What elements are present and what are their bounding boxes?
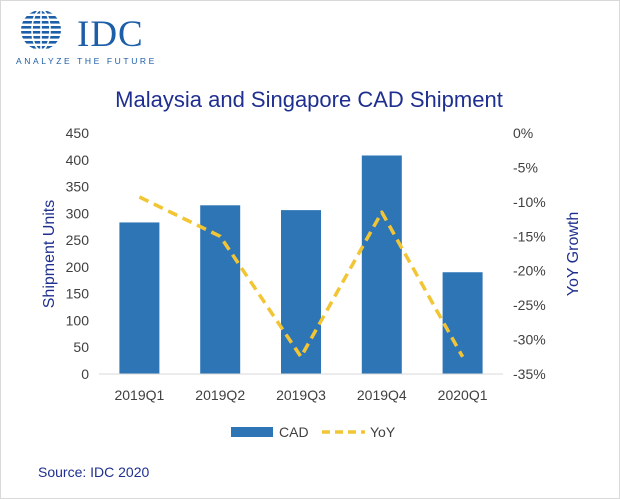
right-tick-label: -35% <box>513 366 546 382</box>
left-tick-label: 150 <box>66 286 90 302</box>
right-axis-title: YoY Growth <box>565 212 582 297</box>
right-tick-label: -20% <box>513 263 546 279</box>
bar-2019q4 <box>361 155 402 374</box>
right-tick-label: -30% <box>513 332 546 348</box>
left-tick-label: 250 <box>66 232 90 248</box>
right-axis-ticks: 0% -5% -10% -15% -20% -25% -30% -35% <box>513 125 546 382</box>
right-tick-label: -15% <box>513 228 546 244</box>
left-tick-label: 0 <box>81 366 89 382</box>
right-tick-label: -10% <box>513 194 546 210</box>
bar-2020q1 <box>442 272 483 374</box>
legend-label-cad: CAD <box>279 424 309 440</box>
right-tick-label: -25% <box>513 297 546 313</box>
logo-tagline: ANALYZE THE FUTURE <box>16 56 157 66</box>
bar-2019q2 <box>200 205 241 374</box>
bar-series <box>119 155 483 374</box>
right-tick-label: -5% <box>513 159 538 175</box>
right-tick-label: 0% <box>513 125 533 141</box>
source-note: Source: IDC 2020 <box>38 464 149 480</box>
logo-wordmark: IDC <box>77 14 144 55</box>
left-tick-label: 400 <box>66 152 90 168</box>
yoy-line <box>138 195 465 359</box>
left-axis-title: Shipment Units <box>41 200 58 309</box>
category-label: 2019Q4 <box>357 387 407 403</box>
left-axis-ticks: 0 50 100 150 200 250 300 350 400 450 <box>66 125 90 382</box>
bar-2019q3 <box>281 210 321 374</box>
globe-icon <box>21 9 61 51</box>
left-tick-label: 200 <box>66 259 90 275</box>
idc-logo: IDC ANALYZE THE FUTURE <box>13 9 154 66</box>
category-label: 2019Q3 <box>276 387 326 403</box>
left-tick-label: 300 <box>66 205 90 221</box>
category-labels: 2019Q1 2019Q2 2019Q3 2019Q4 2020Q1 <box>114 387 487 403</box>
left-tick-label: 100 <box>66 312 90 328</box>
left-tick-label: 50 <box>73 339 89 355</box>
left-tick-label: 350 <box>66 179 90 195</box>
chart-title: Malaysia and Singapore CAD Shipment <box>115 87 503 112</box>
line-series <box>138 195 465 359</box>
category-label: 2019Q1 <box>114 387 164 403</box>
legend-label-yoy: YoY <box>370 424 396 440</box>
bar-2019q1 <box>119 222 160 374</box>
category-label: 2019Q2 <box>195 387 245 403</box>
category-label: 2020Q1 <box>438 387 488 403</box>
left-tick-label: 450 <box>66 125 90 141</box>
legend-swatch-cad <box>231 427 273 437</box>
legend: CAD YoY <box>231 424 396 440</box>
